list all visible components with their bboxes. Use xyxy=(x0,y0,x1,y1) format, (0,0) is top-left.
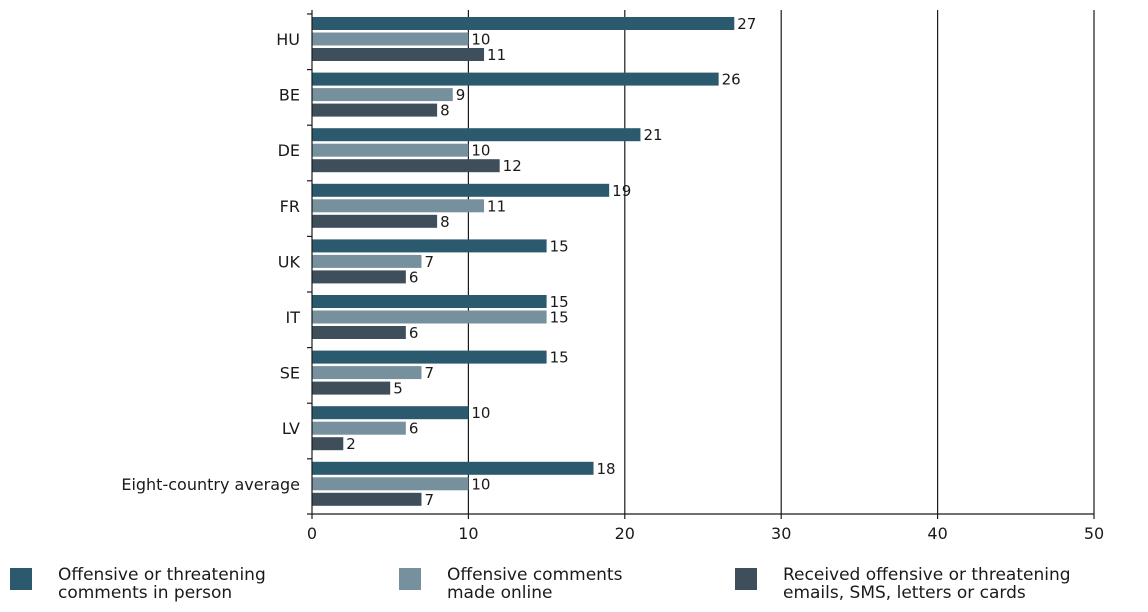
bar-value-label-7-0: 10 xyxy=(471,404,490,422)
bar-value-label-8-0: 18 xyxy=(597,460,616,478)
x-tick-label-50: 50 xyxy=(1084,524,1104,543)
category-label-0: HU xyxy=(276,30,300,49)
bar-value-label-7-1: 6 xyxy=(409,420,419,438)
bar-8-1 xyxy=(312,477,469,491)
category-label-8: Eight-country average xyxy=(121,475,300,494)
bar-8-0 xyxy=(312,461,594,475)
bar-2-1 xyxy=(312,143,469,157)
bar-1-1 xyxy=(312,88,453,102)
bars xyxy=(312,17,735,506)
category-label-2: DE xyxy=(278,141,300,160)
bar-value-label-3-2: 8 xyxy=(440,213,450,231)
bar-3-1 xyxy=(312,199,485,213)
category-label-5: IT xyxy=(286,308,301,327)
bar-8-2 xyxy=(312,492,422,506)
x-tick-label-30: 30 xyxy=(771,524,791,543)
bar-0-1 xyxy=(312,32,469,46)
category-label-6: SE xyxy=(280,364,300,383)
bar-3-0 xyxy=(312,183,610,197)
x-tick-label-40: 40 xyxy=(927,524,947,543)
bar-5-0 xyxy=(312,295,547,308)
bar-value-label-3-0: 19 xyxy=(612,182,631,200)
bar-6-0 xyxy=(312,350,547,364)
bar-0-0 xyxy=(312,17,735,30)
bar-value-label-1-0: 26 xyxy=(722,71,741,89)
legend-label-in-person: Offensive or threatening comments in per… xyxy=(58,565,266,603)
bar-7-0 xyxy=(312,406,469,420)
legend-label-online: Offensive comments made online xyxy=(447,565,623,603)
bar-6-2 xyxy=(312,381,391,395)
bar-value-label-5-2: 6 xyxy=(409,324,419,342)
bar-value-label-8-1: 10 xyxy=(471,475,490,493)
bar-value-label-2-1: 10 xyxy=(471,142,490,160)
bar-value-label-0-2: 11 xyxy=(487,46,506,64)
legend-label-messages: Received offensive or threatening emails… xyxy=(783,565,1071,603)
x-tick-label-0: 0 xyxy=(307,524,317,543)
bar-7-1 xyxy=(312,421,406,435)
bar-value-label-3-1: 11 xyxy=(487,197,506,215)
bar-7-2 xyxy=(312,437,344,451)
bar-value-label-0-1: 10 xyxy=(471,31,490,49)
legend-item-messages: Received offensive or threatening emails… xyxy=(735,566,1071,602)
bar-1-2 xyxy=(312,103,438,117)
bar-value-label-6-1: 7 xyxy=(424,364,434,382)
bar-chart: 2710112698211012191181576151561575106218… xyxy=(121,10,1104,543)
legend: Offensive or threatening comments in per… xyxy=(0,566,1148,612)
bar-1-0 xyxy=(312,72,719,86)
bar-value-label-6-0: 15 xyxy=(550,349,569,367)
bar-value-label-5-1: 15 xyxy=(550,309,569,327)
bar-value-label-2-2: 12 xyxy=(503,157,522,175)
bar-4-1 xyxy=(312,254,422,268)
category-label-1: BE xyxy=(279,86,300,105)
category-label-4: UK xyxy=(278,252,301,271)
bar-2-0 xyxy=(312,128,641,142)
bar-value-label-8-2: 7 xyxy=(424,491,434,509)
gridlines xyxy=(467,10,1095,514)
bar-value-label-2-0: 21 xyxy=(643,126,662,144)
bar-3-2 xyxy=(312,214,438,228)
category-label-3: FR xyxy=(280,197,300,216)
bar-4-2 xyxy=(312,270,406,284)
x-tick-label-20: 20 xyxy=(615,524,635,543)
category-labels: HU BE DE FR UK IT SE LV Eight-country average xyxy=(121,30,300,494)
bar-value-label-4-0: 15 xyxy=(550,237,569,255)
legend-swatch-in-person xyxy=(10,568,32,590)
bar-value-label-7-2: 2 xyxy=(346,435,356,453)
legend-swatch-messages xyxy=(735,568,757,590)
bar-value-labels: 2710112698211012191181576151561575106218… xyxy=(346,15,756,509)
legend-item-in-person: Offensive or threatening comments in per… xyxy=(10,566,266,602)
axes xyxy=(307,10,1095,519)
category-label-7: LV xyxy=(282,419,300,438)
bar-value-label-0-0: 27 xyxy=(737,15,756,33)
legend-item-online: Offensive comments made online xyxy=(399,566,622,602)
bar-6-1 xyxy=(312,366,422,380)
bar-value-label-4-1: 7 xyxy=(424,253,434,271)
bar-2-2 xyxy=(312,159,500,173)
x-tick-label-10: 10 xyxy=(458,524,478,543)
x-axis-tick-labels: 0 10 20 30 40 50 xyxy=(307,524,1104,543)
bar-5-2 xyxy=(312,326,406,339)
bar-value-label-6-2: 5 xyxy=(393,380,403,398)
legend-swatch-online xyxy=(399,568,421,590)
bar-value-label-1-2: 8 xyxy=(440,102,450,120)
bar-4-0 xyxy=(312,239,547,253)
bar-value-label-5-0: 15 xyxy=(550,293,569,311)
bar-5-1 xyxy=(312,310,547,324)
bar-value-label-1-1: 9 xyxy=(456,86,466,104)
bar-value-label-4-2: 6 xyxy=(409,268,419,286)
bar-0-2 xyxy=(312,48,485,61)
